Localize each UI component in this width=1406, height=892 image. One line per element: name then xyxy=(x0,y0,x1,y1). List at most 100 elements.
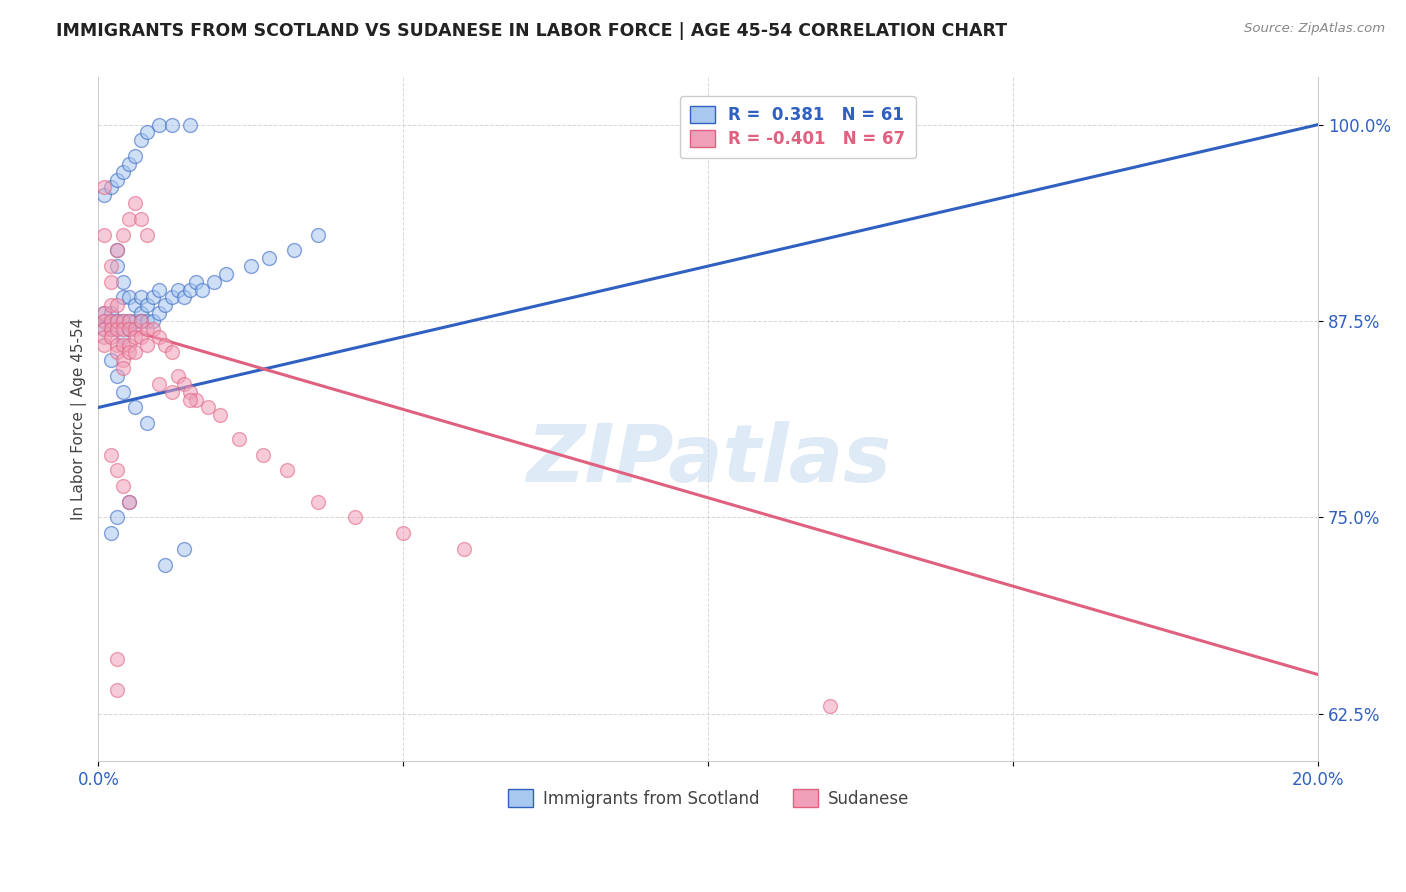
Point xyxy=(93,180,115,194)
Point xyxy=(105,337,128,351)
Point xyxy=(202,275,225,289)
Point xyxy=(136,314,159,328)
Point xyxy=(166,283,188,297)
Point xyxy=(105,322,128,336)
Point xyxy=(100,353,122,368)
Point xyxy=(93,322,115,336)
Point xyxy=(124,345,146,359)
Point xyxy=(148,376,170,391)
Point xyxy=(129,211,152,226)
Point xyxy=(239,259,262,273)
Point xyxy=(105,652,128,666)
Point xyxy=(100,448,122,462)
Point xyxy=(124,322,146,336)
Point xyxy=(105,369,128,384)
Point xyxy=(93,330,115,344)
Point xyxy=(129,330,152,344)
Point xyxy=(252,448,274,462)
Point xyxy=(105,510,128,524)
Point xyxy=(124,401,146,415)
Legend: Immigrants from Scotland, Sudanese: Immigrants from Scotland, Sudanese xyxy=(501,783,915,814)
Point xyxy=(111,479,134,493)
Point xyxy=(173,290,195,304)
Point xyxy=(129,306,152,320)
Point xyxy=(118,290,141,304)
Point xyxy=(179,392,201,407)
Point xyxy=(118,322,141,336)
Point xyxy=(100,330,122,344)
Point xyxy=(93,314,115,328)
Point xyxy=(118,157,141,171)
Point xyxy=(93,322,115,336)
Point xyxy=(184,275,207,289)
Point xyxy=(820,699,842,714)
Point xyxy=(118,322,141,336)
Point xyxy=(155,558,177,572)
Point xyxy=(100,180,122,194)
Point xyxy=(136,227,159,242)
Point xyxy=(148,118,170,132)
Point xyxy=(111,384,134,399)
Point xyxy=(105,244,128,258)
Point xyxy=(124,298,146,312)
Text: ZIPatlas: ZIPatlas xyxy=(526,421,891,500)
Point xyxy=(100,314,122,328)
Point xyxy=(105,345,128,359)
Point xyxy=(197,401,219,415)
Point xyxy=(93,314,115,328)
Text: Source: ZipAtlas.com: Source: ZipAtlas.com xyxy=(1244,22,1385,36)
Point xyxy=(105,463,128,477)
Point xyxy=(93,227,115,242)
Point xyxy=(257,251,280,265)
Point xyxy=(105,244,128,258)
Point xyxy=(111,322,134,336)
Point xyxy=(93,337,115,351)
Y-axis label: In Labor Force | Age 45-54: In Labor Force | Age 45-54 xyxy=(72,318,87,520)
Point xyxy=(453,541,475,556)
Point xyxy=(100,526,122,541)
Point xyxy=(136,416,159,430)
Point xyxy=(136,337,159,351)
Point xyxy=(215,267,238,281)
Point xyxy=(93,188,115,202)
Point xyxy=(142,290,165,304)
Point xyxy=(129,314,152,328)
Point xyxy=(124,196,146,211)
Point xyxy=(283,244,305,258)
Point xyxy=(111,330,134,344)
Point xyxy=(100,275,122,289)
Point xyxy=(118,314,141,328)
Point xyxy=(155,337,177,351)
Point xyxy=(100,298,122,312)
Point xyxy=(105,683,128,698)
Point xyxy=(93,306,115,320)
Point xyxy=(160,118,183,132)
Point xyxy=(111,227,134,242)
Point xyxy=(124,314,146,328)
Point xyxy=(100,314,122,328)
Point xyxy=(392,526,415,541)
Point xyxy=(118,495,141,509)
Point xyxy=(228,432,250,446)
Text: IMMIGRANTS FROM SCOTLAND VS SUDANESE IN LABOR FORCE | AGE 45-54 CORRELATION CHAR: IMMIGRANTS FROM SCOTLAND VS SUDANESE IN … xyxy=(56,22,1007,40)
Point xyxy=(148,330,170,344)
Point xyxy=(105,314,128,328)
Point xyxy=(129,314,152,328)
Point xyxy=(124,330,146,344)
Point xyxy=(100,322,122,336)
Point xyxy=(148,283,170,297)
Point xyxy=(118,337,141,351)
Point xyxy=(136,125,159,139)
Point xyxy=(148,306,170,320)
Point xyxy=(173,541,195,556)
Point xyxy=(142,322,165,336)
Point xyxy=(179,384,201,399)
Point xyxy=(343,510,366,524)
Point xyxy=(100,322,122,336)
Point xyxy=(160,290,183,304)
Point xyxy=(111,314,134,328)
Point xyxy=(276,463,298,477)
Point xyxy=(179,283,201,297)
Point xyxy=(124,149,146,163)
Point xyxy=(173,376,195,391)
